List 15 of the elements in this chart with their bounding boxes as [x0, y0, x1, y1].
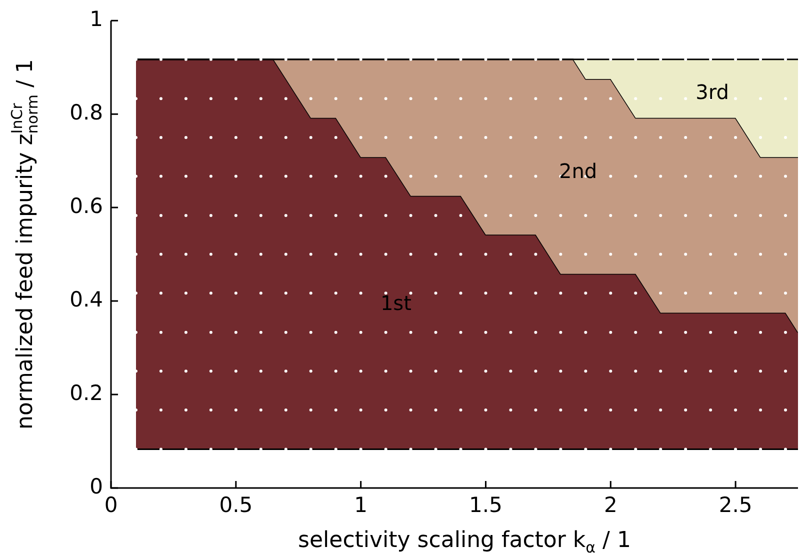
x-tick-label: 1.5 [469, 493, 502, 518]
x-tick-label: 2 [604, 493, 618, 518]
y-axis-title: normalized feed impurity znormInCr / 1 [8, 59, 42, 430]
annotation: 2nd [559, 158, 598, 183]
y-tick-label: 0 [90, 474, 103, 498]
y-tick-label: 0.8 [70, 100, 103, 125]
x-tick-label: 2.5 [718, 493, 752, 518]
y-tick-label: 0.4 [70, 287, 103, 312]
x-tick-label: 0.5 [219, 493, 253, 518]
x-tick-label: 1 [354, 493, 368, 518]
annotation: 1st [380, 291, 412, 316]
y-tick-label: 1 [90, 7, 103, 32]
annotation: 3rd [696, 80, 729, 104]
y-tick-label: 0.6 [70, 194, 103, 218]
y-tick-label: 0.2 [70, 380, 103, 405]
